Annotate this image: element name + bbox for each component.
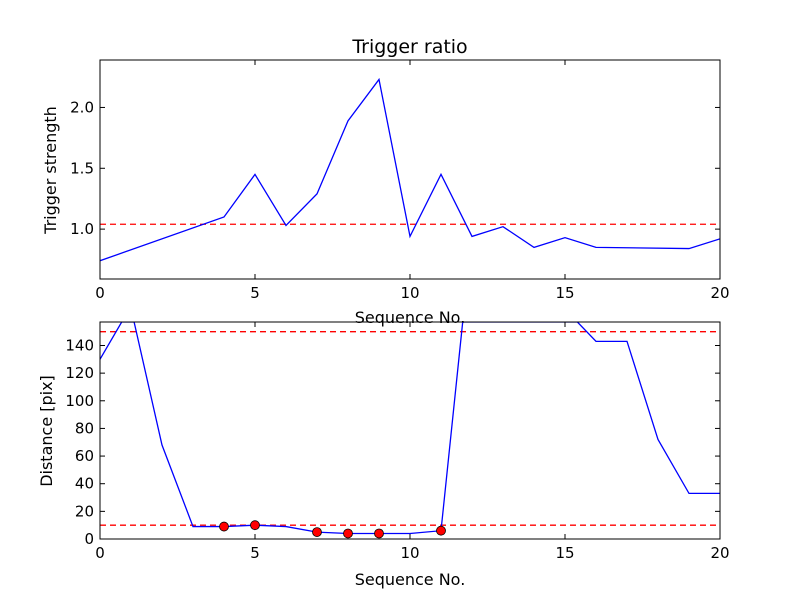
plot-area [100,322,720,539]
chart-title: Trigger ratio [351,36,467,58]
x-tick-label: 15 [555,284,574,302]
data-point-marker [250,520,260,531]
y-axis-label: Trigger strength [41,106,60,235]
x-tick-label: 10 [400,284,419,302]
y-tick-label: 0 [84,530,94,548]
plot-area [100,77,720,262]
x-axis-label: Sequence No. [355,570,466,589]
y-tick-label: 2.0 [70,98,94,116]
x-tick-label: 0 [95,284,105,302]
x-tick-label: 5 [250,544,260,562]
y-tick-label: 1.0 [70,220,94,238]
series-line [100,77,720,262]
x-tick-label: 20 [710,284,729,302]
x-tick-label: 10 [400,544,419,562]
x-tick-label: 0 [95,544,105,562]
y-tick-label: 140 [65,336,94,354]
data-point-marker [374,528,384,539]
y-tick-label: 80 [75,419,94,437]
x-tick-label: 20 [710,544,729,562]
data-point-marker [312,527,322,537]
y-axis-label: Distance [pix] [37,375,56,487]
x-tick-label: 5 [250,284,260,302]
y-tick-label: 40 [75,475,94,493]
y-tick-label: 20 [75,502,94,520]
y-tick-label: 60 [75,447,94,465]
data-point-marker [343,528,353,539]
x-tick-label: 15 [555,544,574,562]
y-tick-label: 1.5 [70,159,94,177]
y-tick-label: 120 [65,364,94,382]
series-line [100,322,720,535]
data-point-marker [219,521,229,532]
distance-chart: Sequence No. Distance [pix] 0 5 10 15 20 0 20 4… [37,321,730,589]
y-tick-label: 100 [65,392,94,410]
data-point-marker [436,525,446,536]
